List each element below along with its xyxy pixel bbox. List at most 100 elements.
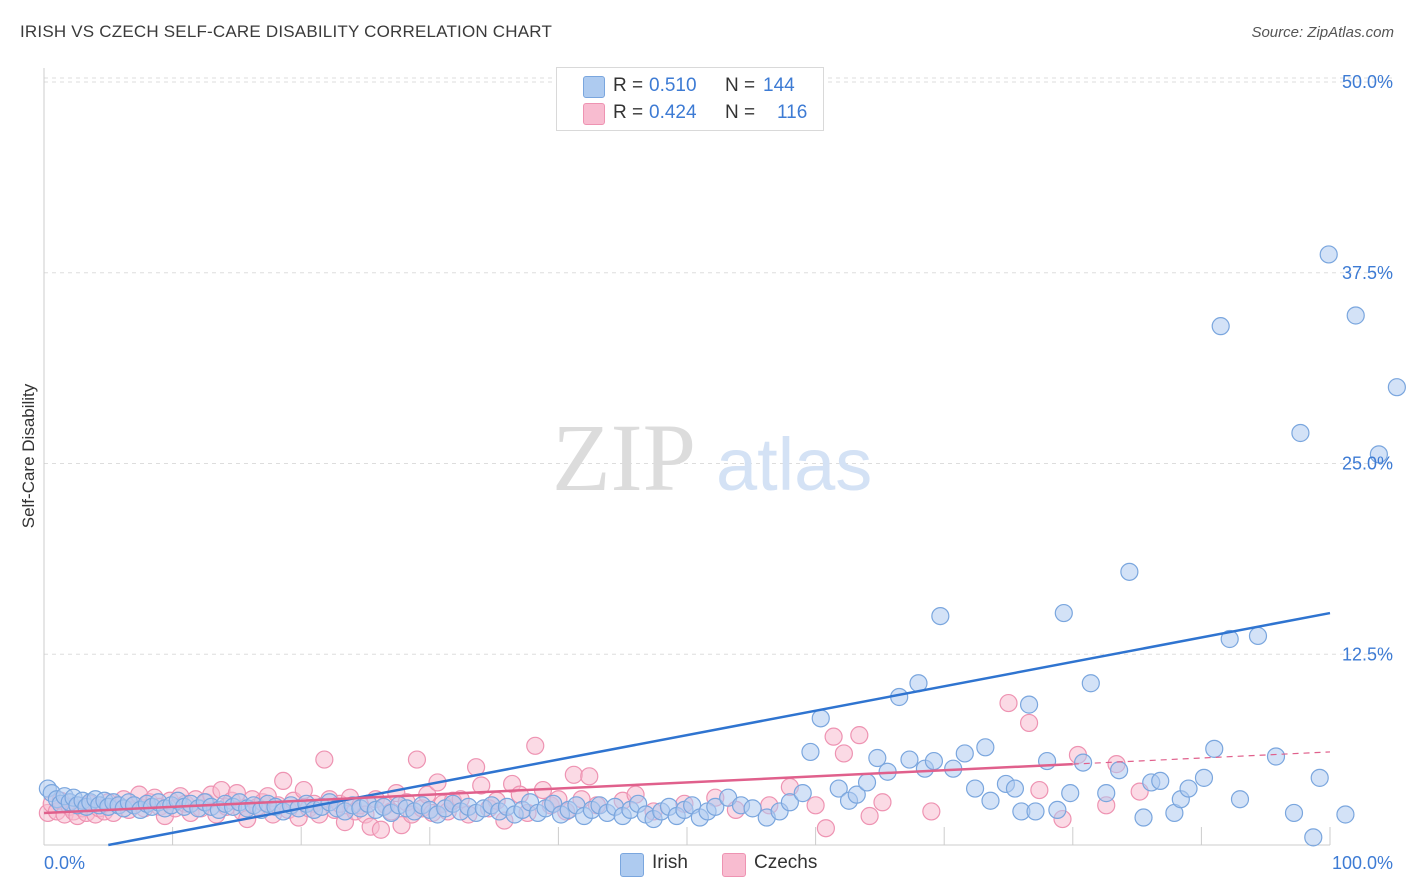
czech-point bbox=[834, 744, 853, 763]
irish-point bbox=[1230, 790, 1250, 809]
czech-point bbox=[922, 802, 941, 821]
irish-point bbox=[811, 709, 830, 728]
irish-point bbox=[1073, 753, 1093, 772]
irish-point bbox=[1205, 739, 1224, 758]
irish-point bbox=[868, 748, 887, 768]
irish-point bbox=[1061, 784, 1080, 803]
irish-point bbox=[1310, 768, 1329, 787]
irish-trend-line bbox=[108, 611, 1331, 847]
x-tick-label: 100.0% bbox=[1332, 853, 1393, 873]
x-tick-label: 0.0% bbox=[44, 853, 85, 873]
axes bbox=[43, 68, 1331, 846]
czech-point bbox=[407, 750, 427, 769]
irish-point bbox=[1248, 626, 1268, 646]
irish-point bbox=[1369, 445, 1388, 464]
czech-point bbox=[580, 767, 599, 786]
irish-point bbox=[801, 742, 820, 762]
irish-point bbox=[965, 779, 985, 798]
czech-point bbox=[1030, 780, 1049, 800]
watermark: ZIP atlas bbox=[552, 404, 872, 511]
irish-point bbox=[1346, 306, 1365, 325]
czechs-swatch bbox=[583, 103, 605, 125]
legend-label-czechs: Czechs bbox=[754, 852, 818, 873]
irish-point bbox=[847, 785, 866, 804]
czech-point bbox=[371, 820, 391, 839]
irish-point bbox=[780, 793, 799, 812]
irish-point bbox=[931, 606, 950, 626]
irish-point bbox=[1284, 803, 1304, 823]
czech-point bbox=[816, 819, 835, 838]
legend-n-label: N = bbox=[725, 102, 756, 123]
czech-point bbox=[873, 793, 892, 812]
correlation-legend: R = 0.510 N = 144 R = 0.424 N = 116 bbox=[556, 67, 824, 131]
irish-point bbox=[981, 791, 1000, 810]
czech-point bbox=[564, 765, 583, 784]
irish-point bbox=[1048, 800, 1067, 820]
irish-swatch bbox=[583, 76, 605, 98]
czechs-swatch bbox=[722, 853, 746, 877]
irish-point bbox=[1005, 779, 1025, 798]
legend-label-irish: Irish bbox=[652, 852, 688, 873]
czech-point bbox=[850, 726, 869, 745]
irish-point bbox=[743, 799, 762, 818]
irish-point bbox=[1319, 245, 1338, 264]
czech-point bbox=[315, 750, 334, 769]
czech-point bbox=[824, 727, 843, 746]
irish-point bbox=[1109, 761, 1129, 780]
legend-n-value: 144 bbox=[763, 75, 795, 96]
czech-point bbox=[472, 776, 491, 795]
czech-point bbox=[274, 771, 293, 791]
irish-point bbox=[924, 751, 944, 771]
y-tick-label: 37.5% bbox=[1342, 263, 1393, 283]
irish-point bbox=[1266, 747, 1286, 766]
irish-swatch bbox=[620, 853, 644, 877]
irish-point bbox=[955, 744, 974, 763]
irish-point bbox=[900, 750, 919, 769]
irish-point bbox=[857, 773, 877, 792]
irish-point bbox=[1194, 768, 1214, 787]
czech-point bbox=[860, 806, 879, 826]
irish-point bbox=[1291, 423, 1310, 443]
irish-point bbox=[1026, 802, 1045, 821]
y-tick-label: 12.5% bbox=[1342, 644, 1393, 664]
chart-title: IRISH VS CZECH SELF-CARE DISABILITY CORR… bbox=[20, 22, 553, 41]
irish-point bbox=[793, 784, 812, 803]
irish-point bbox=[1220, 629, 1239, 649]
irish-point bbox=[1019, 695, 1039, 714]
trend-lines bbox=[43, 611, 1331, 847]
irish-point bbox=[1134, 808, 1153, 827]
czech-point bbox=[1019, 713, 1039, 733]
irish-point bbox=[1054, 603, 1073, 623]
irish-point bbox=[1120, 562, 1139, 581]
y-axis-label: Self-Care Disability bbox=[19, 383, 38, 528]
czech-trend-line bbox=[43, 762, 1073, 815]
czech-point bbox=[806, 796, 825, 815]
axis-labels: 12.5% 25.0% 37.5% 50.0% 0.0% 100.0% Self-Care … bbox=[19, 72, 1393, 873]
czech-trend-extension bbox=[1072, 751, 1331, 765]
y-tick-label: 25.0% bbox=[1342, 454, 1393, 474]
legend-r-label: R = bbox=[613, 75, 644, 96]
irish-point bbox=[829, 779, 848, 798]
irish-point bbox=[1151, 771, 1170, 791]
y-tick-label: 50.0% bbox=[1342, 72, 1393, 92]
irish-point bbox=[1081, 674, 1100, 693]
irish-point bbox=[1387, 378, 1406, 397]
watermark-atlas: atlas bbox=[716, 423, 872, 506]
irish-point bbox=[1179, 779, 1198, 798]
data-points bbox=[38, 245, 1406, 847]
irish-point bbox=[1211, 317, 1230, 336]
grid-lines bbox=[44, 77, 1392, 655]
irish-point bbox=[706, 797, 725, 816]
czech-point bbox=[526, 736, 545, 755]
irish-point bbox=[1336, 805, 1355, 824]
watermark-zip: ZIP bbox=[552, 404, 696, 511]
legend-n-value: 116 bbox=[777, 102, 808, 123]
legend-n-label: N = bbox=[725, 75, 756, 96]
irish-point bbox=[1304, 828, 1323, 847]
irish-point bbox=[1037, 751, 1057, 771]
legend-r-value: 0.424 bbox=[649, 102, 697, 123]
source-label: Source: ZipAtlas.com bbox=[1251, 24, 1394, 41]
legend-r-label: R = bbox=[613, 102, 644, 123]
legend-r-value: 0.510 bbox=[649, 75, 697, 96]
irish-point bbox=[1097, 784, 1116, 803]
